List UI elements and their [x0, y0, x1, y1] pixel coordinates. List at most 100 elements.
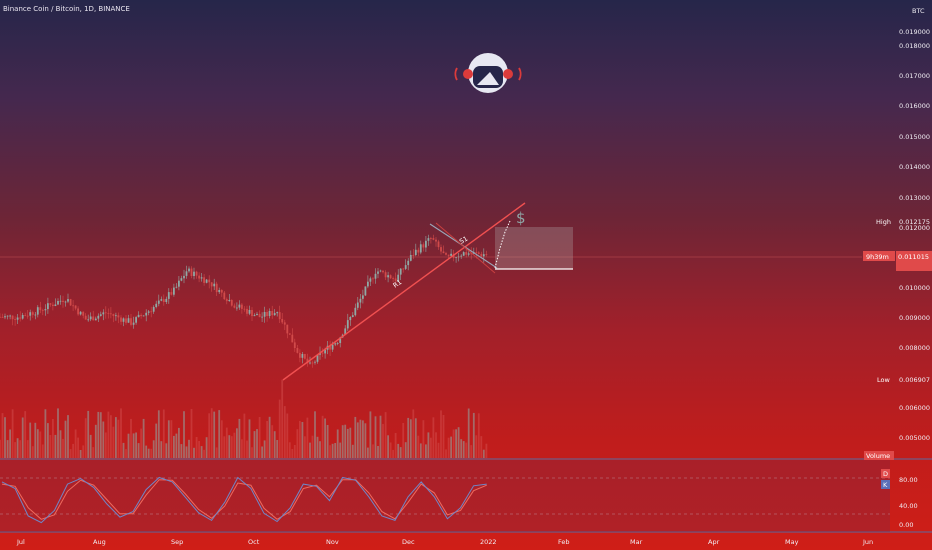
volume-bar — [82, 445, 85, 458]
candle-body — [213, 283, 216, 287]
candle-body — [26, 315, 29, 317]
volume-bar — [268, 416, 271, 458]
volume-bar — [485, 443, 488, 458]
candle-body — [392, 278, 394, 279]
candle-body — [304, 354, 306, 359]
candle-body — [427, 238, 430, 241]
volume-bar — [162, 409, 165, 458]
volume-bar — [291, 449, 294, 458]
volume-bar — [225, 427, 228, 458]
volume-bar — [167, 420, 170, 458]
volume-bar — [253, 431, 256, 458]
candle-body — [243, 308, 246, 310]
volume-bar — [339, 442, 342, 458]
volume-bar — [72, 443, 74, 458]
volume-bar — [180, 444, 183, 458]
candle-body — [329, 345, 331, 350]
candle-body — [170, 292, 173, 295]
volume-bar — [44, 409, 47, 458]
candle-body — [102, 312, 105, 315]
price-scale[interactable]: 0.019000 0.018000 0.017000 0.016000 0.01… — [899, 28, 930, 442]
volume-bar — [394, 433, 397, 458]
volume-bar — [14, 442, 16, 458]
candle-body — [377, 271, 379, 274]
candle-body — [117, 315, 120, 318]
volume-bar — [1, 413, 4, 458]
candle-body — [404, 265, 407, 269]
candle-body — [145, 312, 148, 316]
volume-bar — [39, 431, 42, 458]
candle-body — [296, 348, 299, 353]
volume-bar — [11, 409, 14, 458]
candle-body — [82, 311, 85, 316]
month-tick: Sep — [171, 538, 183, 546]
volume-bar — [251, 447, 253, 458]
volume-bar — [387, 435, 389, 458]
volume-bar — [450, 436, 452, 458]
volume-bar — [62, 438, 64, 458]
candle-body — [185, 271, 188, 276]
candle-body — [482, 254, 485, 257]
candle-body — [19, 317, 22, 319]
volume-bar — [230, 436, 233, 458]
volume-bar — [54, 434, 57, 458]
candle-body — [24, 315, 27, 316]
candle-body — [331, 344, 334, 350]
candle-body — [246, 308, 248, 314]
candle-body — [435, 239, 437, 242]
candle-body — [4, 316, 6, 318]
volume-bar — [92, 447, 95, 458]
candle-body — [309, 362, 311, 364]
volume-bar — [369, 411, 372, 458]
candle-body — [271, 311, 274, 316]
volume-bar — [233, 432, 236, 458]
candle-body — [31, 312, 34, 315]
candle-body — [425, 240, 427, 248]
candle-body — [69, 299, 72, 306]
candle-body — [349, 317, 352, 321]
candle-body — [432, 238, 435, 240]
currency-label: BTC — [912, 7, 925, 15]
candle-body — [190, 268, 193, 276]
volume-bar — [64, 420, 67, 458]
osc-d-pill — [881, 469, 890, 478]
candle-body — [241, 304, 243, 309]
candle-body — [278, 312, 281, 320]
volume-bar — [24, 411, 27, 458]
candle-body — [346, 320, 349, 329]
volume-bar — [432, 417, 435, 458]
candle-body — [29, 312, 32, 316]
candle-body — [175, 286, 178, 288]
candle-body — [47, 303, 49, 310]
candle-body — [233, 305, 236, 308]
s1-resistance-line[interactable] — [435, 222, 496, 274]
candle-body — [445, 253, 447, 255]
volume-bar — [87, 410, 90, 458]
volume-bar — [384, 412, 387, 458]
candle-body — [157, 300, 160, 304]
candle-body — [57, 301, 59, 305]
r1-trendline[interactable] — [282, 202, 526, 381]
month-tick: Feb — [558, 538, 570, 546]
candle-body — [263, 312, 266, 317]
volume-bar — [470, 445, 473, 458]
candle-body — [44, 309, 47, 311]
volume-bar — [256, 429, 258, 458]
target-box[interactable] — [495, 227, 573, 269]
volume-bar — [135, 432, 137, 458]
chart-title: Binance Coin / Bitcoin, 1D, BINANCE — [3, 5, 130, 13]
volume-bar — [104, 432, 107, 458]
candle-body — [291, 334, 294, 343]
volume-bar — [435, 432, 437, 458]
candle-body — [440, 247, 442, 252]
volume-bar — [354, 416, 357, 458]
candle-body — [220, 290, 223, 293]
candle-body — [62, 300, 64, 302]
volume-bar — [372, 444, 374, 458]
volume-bar — [69, 449, 72, 458]
price-tick: 0.006000 — [899, 404, 930, 412]
candle-body — [6, 315, 9, 317]
candle-body — [99, 314, 102, 316]
time-axis[interactable]: Jul Aug Sep Oct Nov Dec 2022 Feb Mar Apr… — [16, 538, 873, 546]
